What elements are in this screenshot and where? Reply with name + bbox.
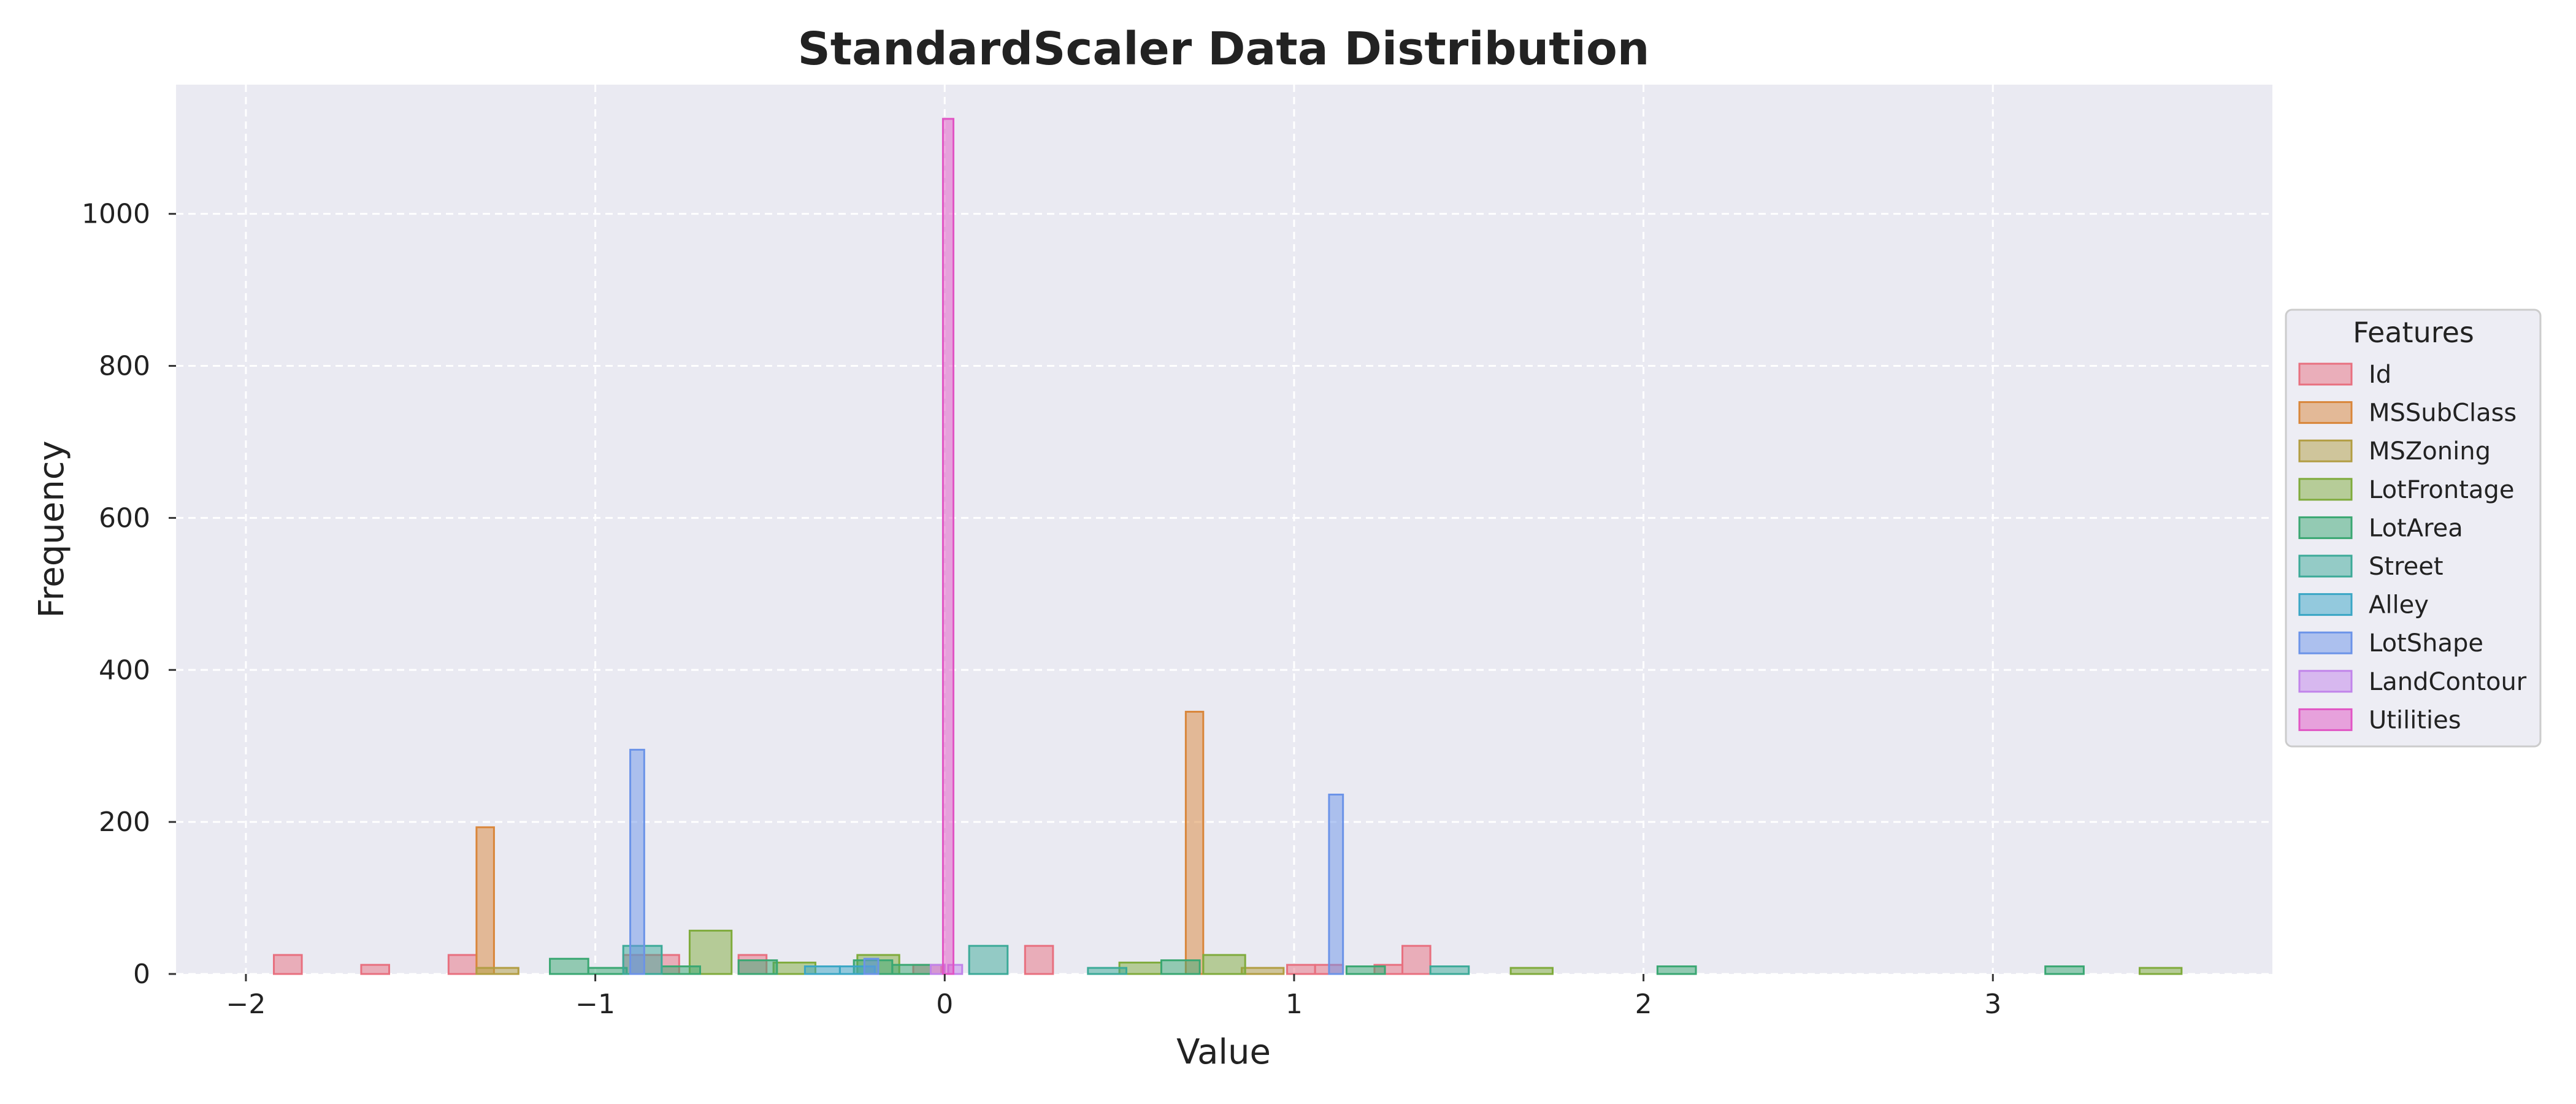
- bar-utilities: [941, 118, 955, 975]
- bar-lotarea: [1345, 965, 1386, 975]
- legend-items: Id MSSubClass MSZoning LotFrontage LotArea St…: [2298, 361, 2527, 734]
- bar-lotarea: [891, 964, 932, 975]
- bar-lotfrontage: [2139, 967, 2183, 975]
- bar-lotshape: [1328, 794, 1344, 975]
- legend-swatch-mszoning: [2298, 439, 2353, 462]
- legend-label-lotfrontage: LotFrontage: [2369, 476, 2514, 504]
- chart-title: StandardScaler Data Distribution: [798, 23, 1650, 75]
- y-tick-label: 400: [99, 654, 150, 686]
- bar-lotarea: [587, 967, 628, 975]
- x-axis-label: Value: [1176, 1032, 1271, 1072]
- bar-mssubclass: [475, 826, 495, 975]
- bar-mszoning: [475, 967, 519, 975]
- bar-lotshape: [863, 957, 880, 975]
- bar-alley: [803, 965, 841, 975]
- legend-label-utilities: Utilities: [2369, 706, 2461, 734]
- x-tick-label: 3: [1984, 989, 2001, 1020]
- legend-swatch-utilities: [2298, 708, 2353, 731]
- bar-lotarea: [661, 965, 702, 975]
- bar-lotfrontage: [1509, 967, 1554, 975]
- bar-lotfrontage: [1202, 954, 1246, 975]
- bar-lotarea: [737, 959, 778, 975]
- legend: Features Id MSSubClass MSZoning LotFrontage…: [2285, 309, 2542, 748]
- bar-id: [1024, 945, 1054, 975]
- legend-label-street: Street: [2369, 553, 2444, 581]
- bar-lotarea: [1160, 959, 1201, 975]
- legend-swatch-mssubclass: [2298, 401, 2353, 424]
- bar-street: [1087, 967, 1127, 975]
- y-tick-label: 600: [99, 502, 150, 534]
- plot-area: [176, 85, 2272, 974]
- bar-lotarea: [549, 957, 589, 975]
- legend-label-mssubclass: MSSubClass: [2369, 399, 2517, 427]
- bar-id: [1286, 964, 1316, 975]
- legend-label-mszoning: MSZoning: [2369, 437, 2491, 466]
- legend-label-landcontour: LandContour: [2369, 668, 2527, 696]
- x-tick-label: 1: [1286, 989, 1303, 1020]
- legend-label-alley: Alley: [2369, 591, 2429, 619]
- y-tick-label: 800: [99, 351, 150, 382]
- bar-id: [273, 954, 303, 975]
- y-axis-label: Frequency: [32, 440, 72, 618]
- bar-mszoning: [1240, 967, 1285, 975]
- x-tick-label: −2: [226, 989, 266, 1020]
- y-tick-label: 0: [133, 959, 150, 990]
- bar-mssubclass: [1184, 710, 1205, 975]
- x-tick-label: −1: [575, 989, 615, 1020]
- legend-swatch-lotfrontage: [2298, 478, 2353, 501]
- bar-id: [1401, 945, 1432, 975]
- legend-title: Features: [2353, 316, 2474, 349]
- bar-id: [360, 964, 390, 975]
- bar-lotshape: [629, 748, 645, 975]
- bar-id: [447, 954, 478, 975]
- legend-swatch-lotshape: [2298, 631, 2353, 654]
- legend-swatch-street: [2298, 554, 2353, 578]
- legend-swatch-landcontour: [2298, 670, 2353, 693]
- legend-swatch-id: [2298, 362, 2353, 386]
- histogram-bars: [273, 118, 2183, 975]
- bar-street: [1429, 965, 1470, 975]
- y-tick-label: 1000: [82, 199, 150, 230]
- legend-swatch-lotarea: [2298, 516, 2353, 539]
- y-tick-label: 200: [99, 807, 150, 838]
- legend-swatch-alley: [2298, 593, 2353, 616]
- legend-label-id: Id: [2369, 361, 2391, 389]
- x-tick-label: 0: [936, 989, 953, 1020]
- legend-label-lotshape: LotShape: [2369, 629, 2483, 657]
- x-tick-label: 2: [1635, 989, 1652, 1020]
- bar-lotarea: [2044, 965, 2085, 975]
- bar-street: [968, 945, 1009, 975]
- x-axis-ticks: −2 −1 0 1 2 3: [226, 974, 2001, 1020]
- legend-label-lotarea: LotArea: [2369, 514, 2463, 542]
- bar-lotarea: [1656, 965, 1697, 975]
- y-axis-ticks: 0 200 400 600 800 1000: [82, 199, 176, 990]
